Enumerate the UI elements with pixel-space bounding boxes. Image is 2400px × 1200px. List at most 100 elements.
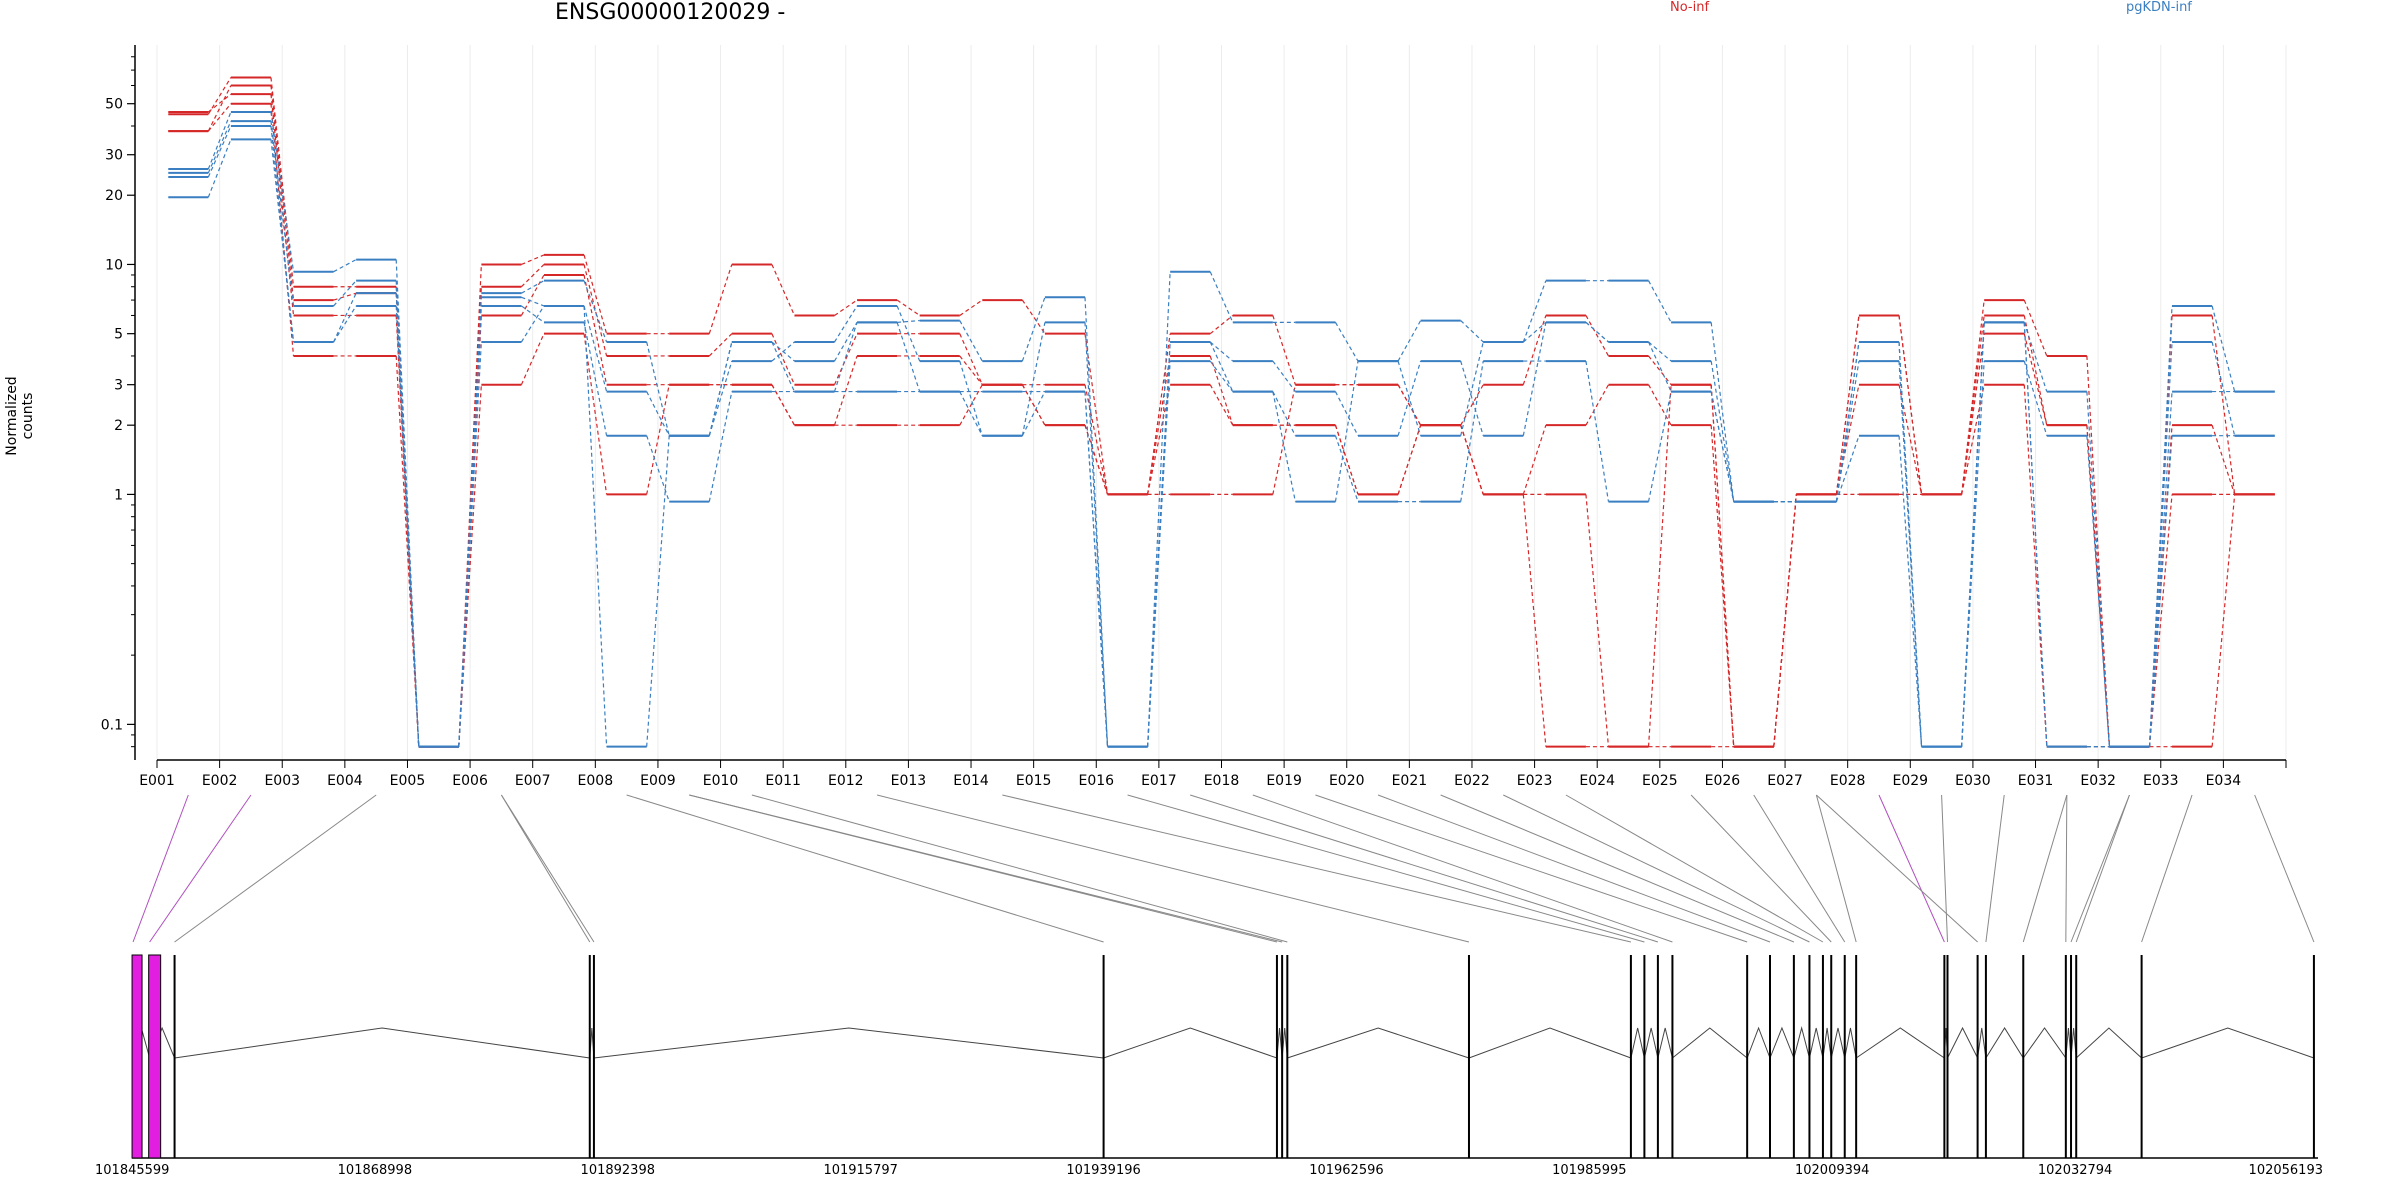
x-tick-label: E005 (390, 773, 426, 789)
series-connector (1710, 384, 1735, 747)
exon-connector-line (132, 794, 189, 943)
x-tick-label: E028 (1830, 773, 1866, 789)
series-connector (270, 85, 295, 301)
series-connector (1647, 384, 1672, 747)
exon-connector-line (1503, 794, 1810, 943)
exon-connector-line (1002, 794, 1632, 943)
x-tick-label: E021 (1392, 773, 1428, 789)
series-connector (1522, 494, 1547, 747)
exon-box-highlight (131, 954, 143, 1159)
series-connector (583, 322, 608, 436)
series-connector (1648, 355, 1672, 386)
series-connector (1898, 315, 1923, 495)
series-connector (520, 305, 545, 343)
series-connector (1460, 320, 1484, 343)
exon-connector-line (2065, 794, 2068, 943)
intron-line (1977, 1027, 1987, 1059)
series-connector (1898, 361, 1923, 747)
series-connector (395, 355, 420, 747)
intron-line (2075, 1027, 2142, 1059)
series-connector (1460, 424, 1484, 495)
series-connector (959, 320, 983, 362)
series-connector (1209, 384, 1234, 426)
exon-connector-line (751, 794, 1288, 943)
series-connector (1272, 315, 1296, 385)
genome-coordinate-label: 102032794 (2038, 1163, 2112, 1178)
series-connector (1710, 322, 1735, 502)
exon-connector-line (1440, 794, 1795, 943)
series-connector (1710, 391, 1735, 502)
series-connector (959, 333, 983, 385)
series-connector (1021, 391, 1046, 436)
exon-connector-line (1377, 794, 1771, 943)
series-connector (1522, 315, 1547, 385)
series-connector (270, 111, 295, 272)
series-connector (2211, 305, 2236, 392)
x-tick-label: E002 (202, 773, 238, 789)
exon-connector-line (1878, 794, 1945, 943)
series-connector (1272, 384, 1296, 495)
series-connector (583, 305, 608, 747)
intron-line (1822, 1027, 1832, 1059)
x-tick-label: E007 (515, 773, 551, 789)
exon-connector-line (149, 794, 252, 943)
exon-connector-line (500, 794, 591, 943)
series-connector (1585, 315, 1610, 357)
series-connector (896, 299, 921, 316)
series-connector (1585, 360, 1610, 502)
series-connector (2148, 341, 2173, 747)
series-connector (1209, 271, 1234, 323)
series-connector (1460, 360, 1484, 502)
series-connector (896, 305, 921, 362)
x-tick-label: E032 (2080, 773, 2116, 789)
series-connector (1084, 333, 1109, 495)
intron-line (2141, 1027, 2315, 1059)
legend-no-inf: No-inf (1670, 0, 1710, 15)
series-connector (458, 341, 482, 747)
series-connector (583, 305, 608, 392)
series-connector (583, 333, 608, 495)
series-connector (1647, 391, 1672, 502)
y-tick-label: 3 (114, 378, 123, 394)
series-connector (333, 259, 357, 273)
series-connector (1460, 341, 1484, 436)
series-connector (1585, 321, 1609, 343)
series-connector (207, 77, 232, 115)
series-connector (583, 264, 608, 357)
series-connector (2023, 333, 2048, 426)
intron-line (1855, 1027, 1945, 1059)
series-connector (959, 384, 983, 426)
series-connector (1147, 341, 1171, 747)
x-tick-label: E024 (1579, 773, 1615, 789)
genome-coordinate-label: 101939196 (1066, 1163, 1140, 1178)
series-connector (834, 322, 858, 362)
series-connector (1648, 341, 1672, 362)
intron-line (1657, 1027, 1673, 1059)
series-connector (896, 322, 921, 392)
intron-line (2022, 1027, 2067, 1059)
x-tick-label: E029 (1893, 773, 1929, 789)
series-connector (2023, 360, 2048, 436)
x-tick-label: E023 (1517, 773, 1553, 789)
series-connector (333, 292, 357, 343)
series-connector (1147, 271, 1171, 747)
series-connector (1522, 321, 1547, 343)
series-connector (207, 120, 232, 174)
y-tick-label: 5 (114, 327, 123, 343)
series-connector (520, 333, 545, 385)
series-connector (771, 341, 795, 392)
series-connector (1835, 435, 1860, 502)
series-connector (959, 355, 983, 386)
series-connector (1334, 424, 1359, 495)
series-connector (1773, 494, 1797, 747)
intron-line (1672, 1027, 1748, 1059)
series-connector (207, 111, 232, 170)
x-tick-label: E003 (264, 773, 300, 789)
x-tick-label: E025 (1642, 773, 1678, 789)
exon-connector-line (1252, 794, 1673, 943)
series-connector (646, 384, 670, 495)
exon-connector-line (626, 794, 1104, 943)
series-connector (708, 360, 733, 436)
intron-line (1830, 1027, 1846, 1059)
